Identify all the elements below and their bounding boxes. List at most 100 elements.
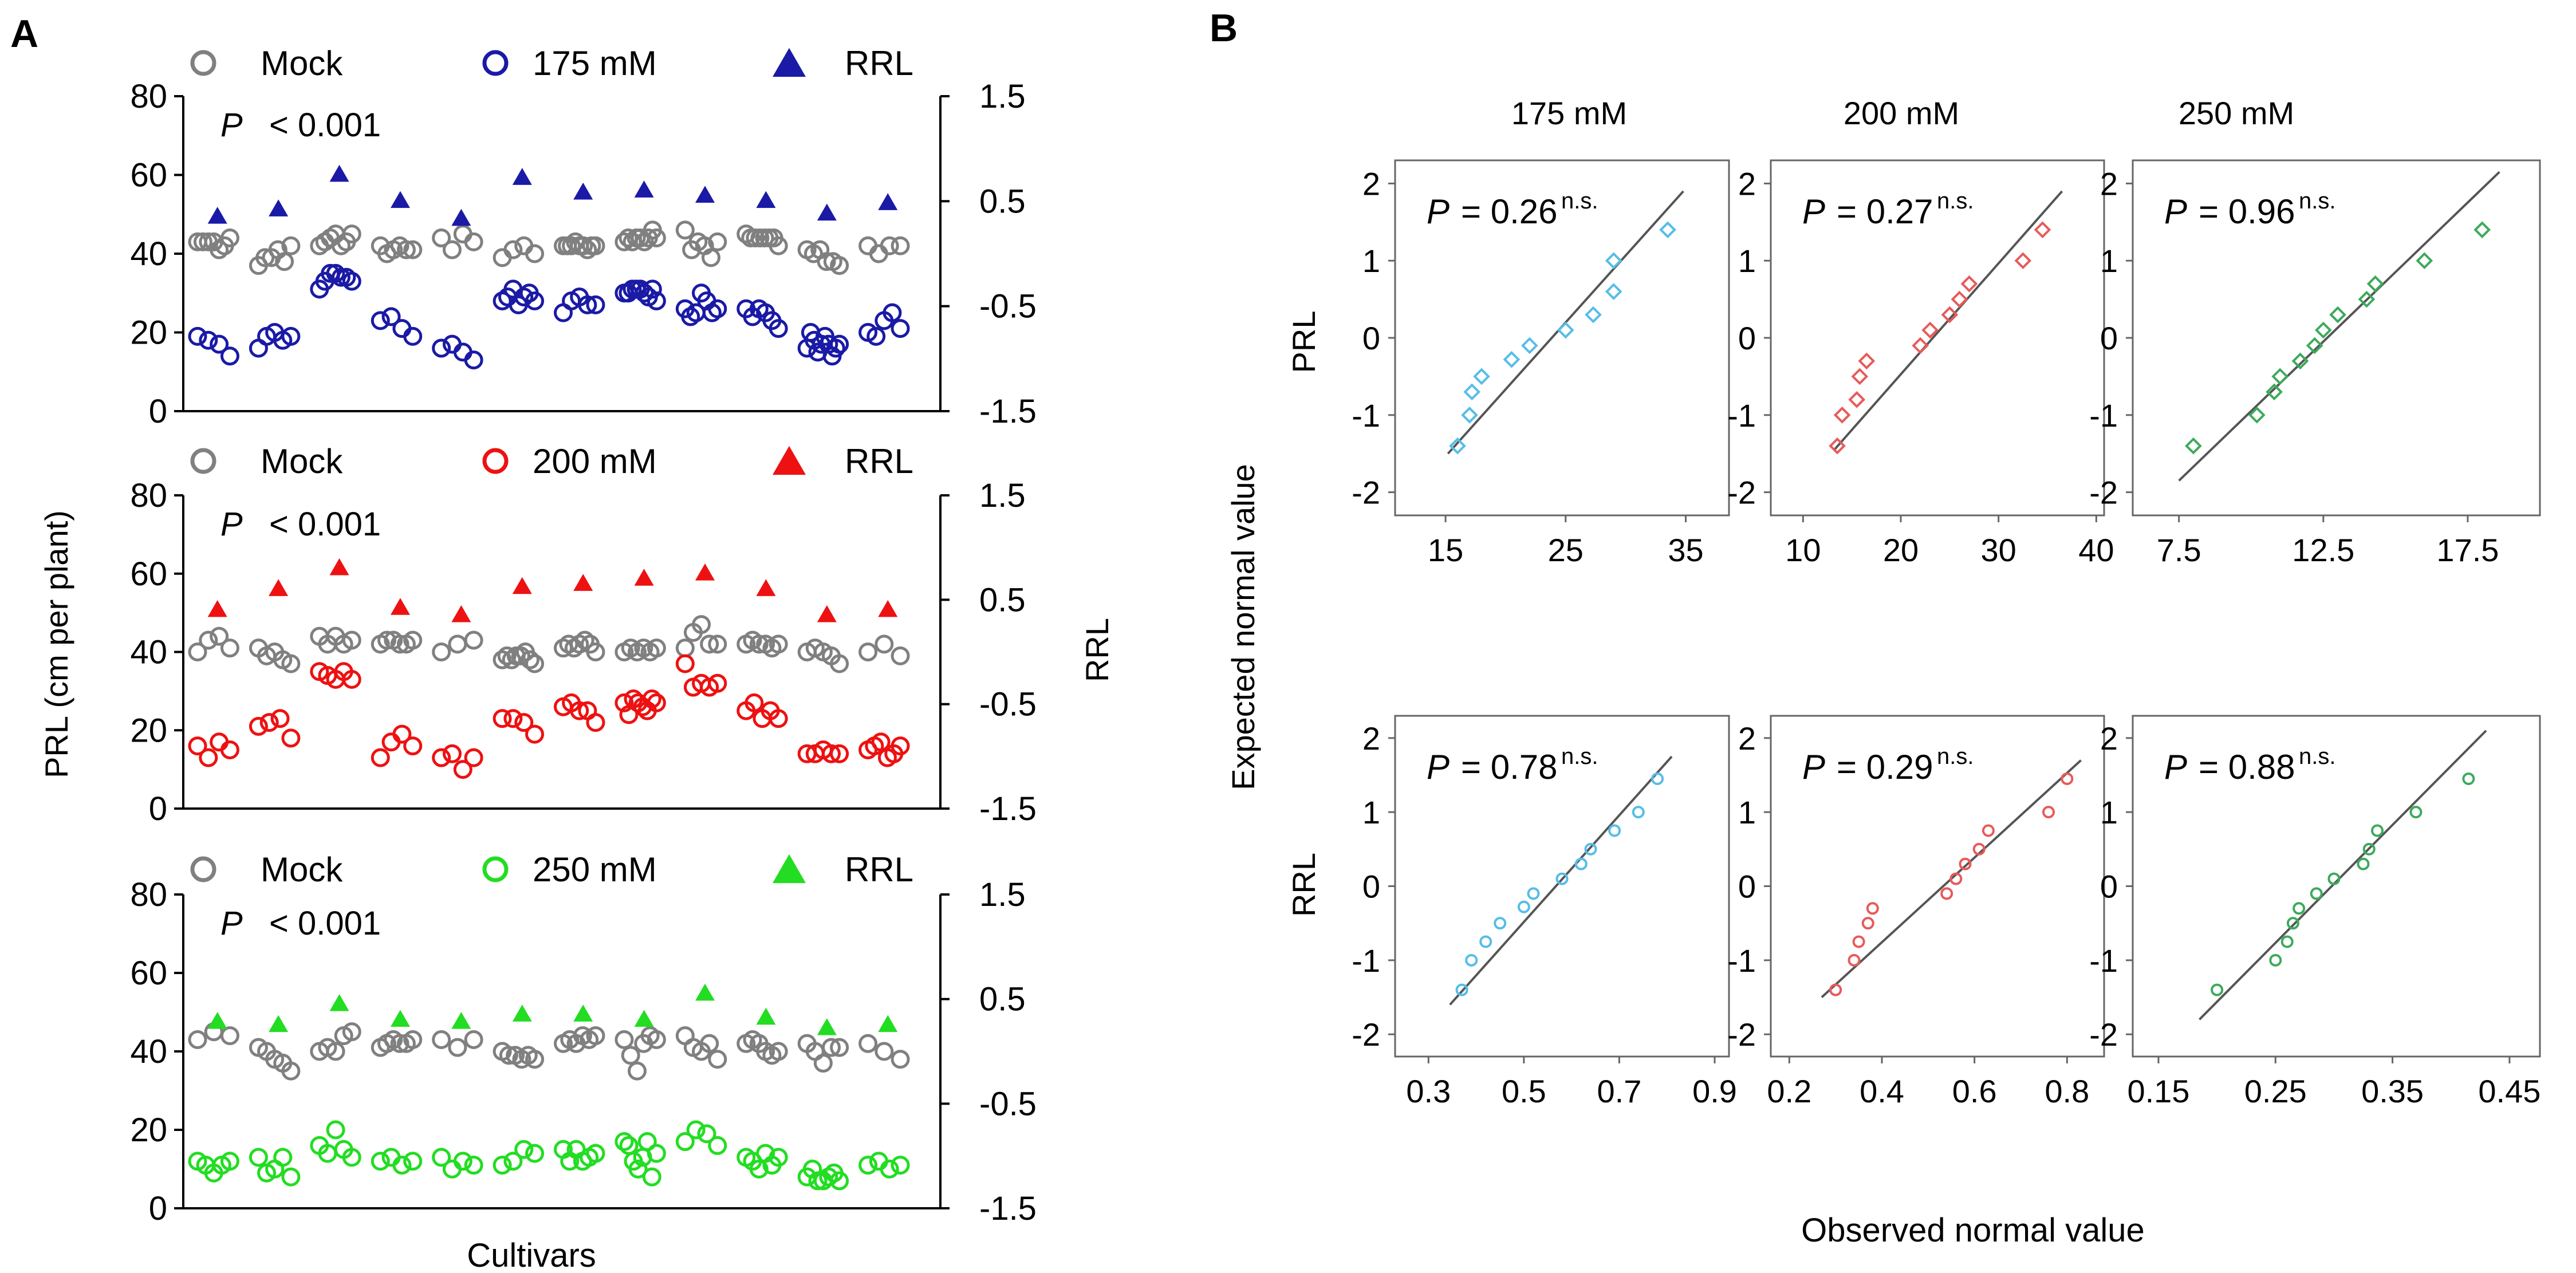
y-tick-label: 20: [130, 314, 167, 352]
rrl-point: [512, 168, 532, 185]
x-tick-label: 0.2: [1767, 1073, 1811, 1109]
panel-a-xlabel: Cultivars: [467, 1237, 596, 1273]
y-tick-label: 0: [149, 790, 167, 827]
legend: Mock 200 mM RRL: [190, 442, 913, 480]
treatment-point: [342, 1148, 361, 1167]
x-tick-label: 0.9: [1692, 1073, 1737, 1109]
qq-point: [1982, 824, 1995, 837]
qq-point: [1659, 221, 1676, 239]
rrl-point: [878, 1015, 898, 1032]
y2-tick-label: -1.5: [979, 1190, 1037, 1227]
qq-point: [1605, 283, 1622, 300]
qq-plot-rrl-2: -2 -1 0 1 2 0.2 0.4 0.6 0.8 P = 0.29 n.s.: [1727, 715, 2105, 1109]
mock-point: [813, 1054, 833, 1073]
y-tick-label: 80: [130, 876, 167, 913]
rrl-point: [634, 180, 654, 198]
x-tick-label: 0.7: [1597, 1073, 1642, 1109]
rrl-point: [512, 1004, 532, 1022]
qq-point: [2473, 221, 2491, 239]
mock-point: [574, 236, 593, 255]
mock-point: [525, 654, 545, 673]
legend-marker-treatment: [482, 856, 509, 882]
x-tick-label: 17.5: [2436, 532, 2499, 568]
treatment-point: [697, 1124, 716, 1144]
mock-point: [342, 224, 361, 244]
qq-point: [1848, 391, 1866, 408]
mock-point: [499, 1046, 518, 1065]
p-value-label: = 0.88: [2199, 748, 2295, 786]
qq-point: [2034, 221, 2051, 239]
treatment-point: [808, 1171, 828, 1191]
p-value-label: = 0.78: [1461, 748, 1558, 786]
treatment-point: [647, 291, 666, 310]
qq-point: [1503, 350, 1521, 368]
mock-point: [675, 220, 695, 240]
qq-point: [1455, 983, 1468, 996]
treatment-point: [503, 709, 523, 728]
rrl-point: [269, 199, 289, 216]
mock-point: [281, 654, 301, 673]
legend-marker-mock: [190, 856, 216, 882]
rrl-point: [817, 605, 837, 622]
mock-point: [390, 1034, 409, 1053]
mock-point: [442, 240, 462, 259]
treatment-point: [270, 709, 290, 728]
y-tick-label: 2: [2100, 720, 2118, 756]
y-tick-label: 0: [1362, 320, 1380, 356]
qq-point: [2329, 306, 2346, 324]
mock-point: [525, 244, 545, 263]
p-value-label: < 0.001: [269, 107, 381, 144]
panel-b-ylabel: Expected normal value: [1225, 464, 1261, 790]
rrl-point: [207, 207, 227, 224]
mock-point: [830, 256, 849, 275]
p-value-label: < 0.001: [269, 506, 381, 543]
mock-point: [511, 646, 530, 665]
treatment-point: [525, 1144, 545, 1163]
y2-tick-label: -0.5: [979, 686, 1037, 723]
mock-point: [275, 252, 294, 271]
y-tick-label: 60: [130, 555, 167, 593]
y-tick-label: -1: [1352, 943, 1380, 979]
qq-point: [1829, 983, 1842, 996]
qq-point: [2211, 983, 2224, 996]
treatment-point: [803, 1160, 822, 1179]
treatment-point: [199, 748, 218, 767]
qq-point: [1866, 902, 1879, 915]
treatment-point: [830, 744, 849, 763]
legend: Mock 175 mM RRL: [190, 44, 913, 82]
treatment-point: [880, 1160, 899, 1179]
treatment-point: [273, 1148, 293, 1167]
y2-tick-label: 1.5: [979, 477, 1026, 514]
treatment-point: [220, 1152, 239, 1171]
x-tick-label: 0.35: [2361, 1073, 2424, 1109]
y-tick-label: 0: [2100, 320, 2118, 356]
y-tick-label: 1: [1738, 243, 1756, 279]
treatment-point: [643, 279, 662, 299]
legend-marker-rrl: [773, 48, 806, 77]
treatment-point: [432, 748, 451, 767]
treatment-point: [326, 1120, 345, 1140]
rrl-point: [695, 983, 715, 1001]
qq-point: [2371, 824, 2384, 837]
rrl-point: [390, 191, 410, 208]
x-tick-label: 40: [2078, 532, 2114, 568]
y-tick-label: 0: [1738, 320, 1756, 356]
qq-point: [1473, 368, 1490, 385]
treatment-point: [822, 744, 841, 763]
legend-marker-mock: [190, 448, 216, 474]
qq-point: [2266, 383, 2283, 401]
mock-point: [830, 1038, 849, 1057]
mock-point: [220, 1026, 239, 1046]
treatment-point: [826, 338, 845, 358]
treatment-point: [432, 338, 451, 358]
qq-point: [2462, 772, 2475, 785]
x-tick-label: 0.8: [2045, 1073, 2089, 1109]
treatment-point: [331, 267, 350, 287]
rrl-point: [817, 203, 837, 221]
rrl-point: [329, 558, 349, 576]
mock-point: [220, 228, 239, 247]
mock-point: [615, 1030, 634, 1049]
qq-point: [2409, 806, 2423, 819]
panel-a-ylabel-left: PRL (cm per plant): [38, 510, 74, 778]
rrl-point: [634, 569, 654, 586]
